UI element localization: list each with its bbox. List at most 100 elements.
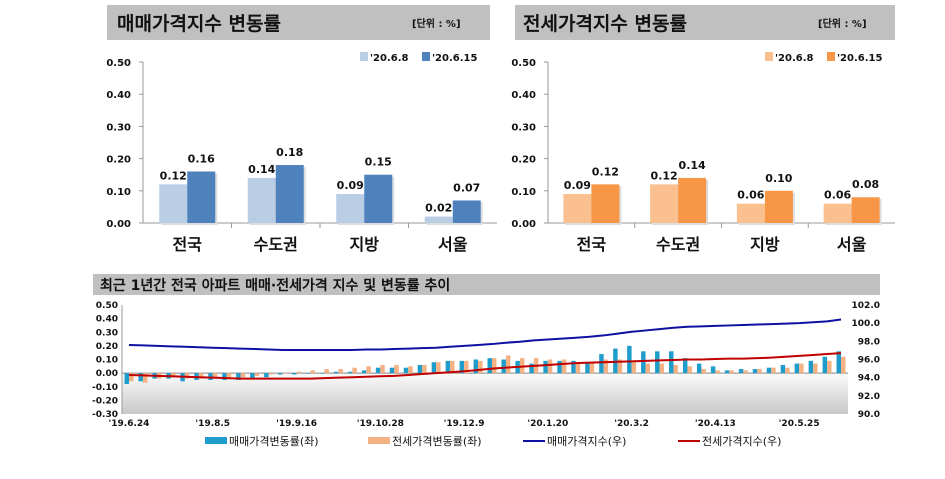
bar [529, 363, 534, 374]
bar [226, 373, 232, 378]
data-label: 0.18 [276, 146, 303, 159]
bar [561, 359, 567, 374]
category-label: 수도권 [254, 235, 298, 254]
right-tick-label: 98.0 [858, 337, 880, 347]
bar [673, 364, 678, 374]
bar [278, 373, 283, 375]
series-line [128, 352, 842, 380]
x-tick-label: '20.4.13 [695, 419, 736, 429]
left-tick-label: 0.00 [96, 369, 118, 379]
left-tick-label: -0.30 [92, 410, 118, 420]
bar [431, 362, 437, 374]
bar [799, 363, 804, 374]
bar [757, 369, 762, 374]
bar [296, 371, 301, 374]
y-tick-label: 0.10 [106, 187, 131, 198]
bar [389, 367, 395, 374]
sale-change-chart: 매매가격지수 변동률 [단위 : %] 0.00 0.10 0.20 0.30 0.40… [106, 5, 497, 254]
bar [222, 373, 227, 380]
right-tick-label: 90.0 [858, 410, 880, 420]
title-bar [515, 5, 895, 40]
bar [336, 194, 365, 223]
x-tick-label: '20.5.25 [779, 419, 820, 429]
bar [505, 355, 511, 374]
left-tick-label: 0.40 [96, 315, 118, 325]
bar [236, 373, 241, 380]
bar [424, 216, 453, 223]
bar [575, 362, 581, 374]
category-label: 수도권 [656, 235, 700, 254]
data-label: 0.10 [765, 172, 792, 185]
chart-title: 전세가격지수 변동률 [523, 13, 687, 35]
bar [764, 190, 793, 223]
data-label: 0.06 [824, 189, 851, 202]
bar [445, 360, 451, 374]
data-label: 0.15 [365, 156, 392, 169]
bar [736, 203, 765, 223]
bar [338, 369, 343, 374]
legend-swatch [205, 437, 227, 444]
left-tick-label: 0.10 [96, 356, 118, 366]
legend-label: 매매가격지수(우) [547, 435, 626, 448]
bar [491, 358, 497, 374]
bar [487, 358, 492, 374]
bar [159, 184, 188, 223]
bar [473, 359, 479, 374]
bar [268, 373, 274, 375]
bar [627, 345, 632, 374]
bar [464, 360, 469, 374]
data-label: 0.09 [564, 179, 591, 192]
data-label: 0.09 [337, 179, 364, 192]
left-tick-label: 0.30 [96, 328, 118, 338]
title-bar [93, 274, 880, 295]
bar [617, 359, 623, 374]
data-label: 0.14 [679, 159, 706, 172]
bar [822, 356, 828, 374]
category-label: 지방 [750, 235, 780, 254]
bar [422, 364, 427, 374]
x-tick-label: '19.10.28 [357, 419, 404, 429]
data-label: 0.12 [651, 169, 678, 182]
bar [478, 360, 483, 374]
bar [187, 171, 216, 223]
bar [247, 177, 276, 223]
left-tick-label: 0.50 [96, 301, 118, 311]
bar [659, 363, 664, 374]
bar [212, 373, 218, 379]
bar [645, 363, 651, 374]
bar [655, 351, 660, 374]
bar [701, 369, 706, 374]
bar [366, 366, 371, 374]
y-tick-label: 0.50 [106, 58, 131, 69]
bar [403, 367, 409, 374]
bar [352, 367, 357, 374]
bar [375, 367, 381, 374]
bar [794, 363, 800, 374]
y-tick-label: 0.40 [106, 90, 131, 101]
bar [641, 351, 646, 374]
y-tick-label: 0.20 [511, 155, 536, 166]
bar [310, 370, 315, 374]
bar [333, 371, 339, 374]
bar [417, 364, 423, 374]
x-tick-label: '19.8.5 [195, 419, 230, 429]
data-label: 0.06 [737, 189, 764, 202]
legend-label: 전세가격변동률(좌) [392, 435, 482, 448]
bar [408, 366, 413, 374]
bar [841, 356, 846, 374]
bar [851, 197, 880, 223]
bar [650, 184, 679, 223]
bar [715, 370, 720, 374]
bar [254, 373, 260, 376]
bar [724, 370, 730, 374]
bar [292, 373, 297, 375]
bar [669, 351, 674, 374]
bar [452, 200, 481, 223]
bar [501, 359, 506, 374]
bar [361, 370, 367, 374]
bar [687, 366, 692, 374]
y-tick-label: 0.30 [106, 122, 131, 133]
bar [738, 369, 744, 374]
y-tick-label: 0.40 [511, 90, 536, 101]
